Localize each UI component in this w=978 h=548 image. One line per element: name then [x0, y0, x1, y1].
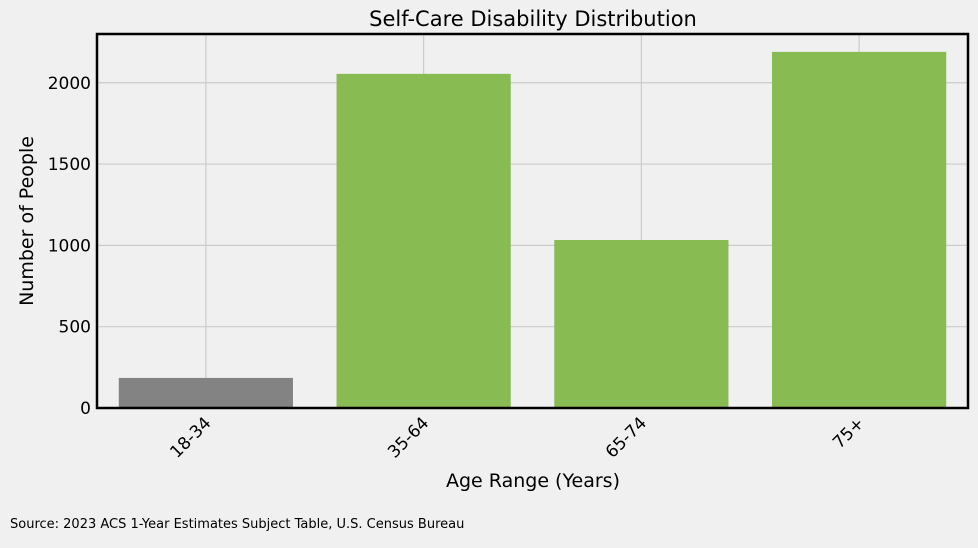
bars [118, 51, 947, 409]
bar-18-34 [118, 377, 293, 408]
y-tick-labels: 0 500 1000 1500 2000 [48, 74, 91, 419]
x-tick-labels: 18-34 35-64 65-74 75+ [166, 413, 868, 462]
bar-35-64 [336, 73, 511, 409]
y-tick-label: 1000 [48, 236, 91, 256]
x-tick-label: 18-34 [166, 413, 215, 462]
x-tick-label: 35-64 [384, 413, 433, 462]
y-tick-label: 1500 [48, 155, 91, 175]
x-tick-label: 65-74 [602, 413, 651, 462]
bar-65-74 [554, 240, 729, 408]
bar-75+ [772, 51, 947, 408]
y-axis-label: Number of People [16, 136, 38, 306]
source-note: Source: 2023 ACS 1-Year Estimates Subjec… [10, 517, 465, 532]
plot-frame [95, 32, 970, 410]
x-axis-label: Age Range (Years) [446, 470, 620, 492]
chart-title: Self-Care Disability Distribution [369, 7, 697, 31]
y-tick-label: 500 [59, 318, 91, 338]
x-tick-label: 75+ [829, 413, 869, 453]
y-tick-label: 0 [80, 399, 91, 419]
y-tick-label: 2000 [48, 74, 91, 94]
